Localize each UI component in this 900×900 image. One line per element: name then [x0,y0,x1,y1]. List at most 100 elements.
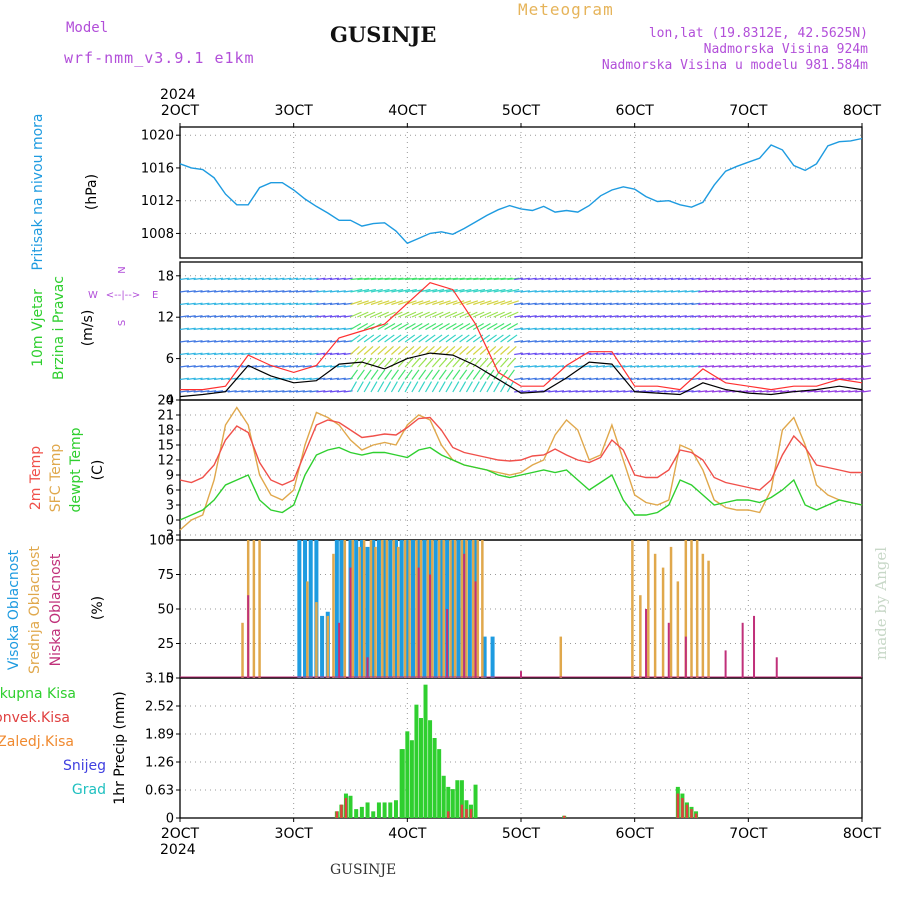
wind-barb [309,315,319,318]
cloud-bar [684,636,687,678]
precip-legend-1: Konvek.Kisa [0,710,70,726]
wind-barb [214,290,224,293]
wind-barb [711,290,721,293]
cloud-bar [308,540,313,678]
wind-barb [725,315,735,318]
wind-barb [684,290,694,293]
wind-barb [486,322,498,331]
wind-barb [650,277,660,281]
wind-barb [254,277,265,281]
wind-barb [630,302,640,306]
cloud-bar [366,657,369,678]
wind-barb [214,302,224,306]
cloud-bar [647,540,650,678]
x-tick-label-bottom: 4OCT [388,826,427,842]
wind-barb [739,290,749,293]
wind-barb [759,352,769,356]
wind-barb [827,277,837,281]
wind-barb [698,352,708,356]
wind-barb [336,352,346,356]
wind-barb [555,302,565,306]
wind-barb [752,290,762,293]
precip-bar [388,802,393,818]
wind-barb [555,315,565,318]
y-tick-label: 1012 [141,194,174,209]
wind-barb [207,377,217,381]
wind-barb [248,340,258,343]
cloud-bar [639,595,642,678]
wind-barb [479,334,491,343]
wind-barb [370,311,383,318]
cloud-bar [258,540,261,678]
wind-barb [220,340,230,343]
cloud-bar [326,615,330,678]
wind-barb [827,315,837,318]
wind-barb [289,352,299,356]
wind-barb [500,322,512,331]
wind-barb [323,340,333,343]
wind-barb [268,340,278,343]
precip-legend-3: Snijeg [63,758,106,774]
wind-barb [438,334,450,343]
wind-barb [432,277,445,281]
wind-barb [793,365,803,368]
wind-barb [568,277,578,281]
wind-barb [316,365,326,368]
meteogram-title: Meteogram [518,0,614,19]
wind-barb [391,277,404,281]
wind-barb [316,315,326,318]
wind-barb [541,302,551,306]
cloud-bar [349,567,352,678]
wind-barb [268,302,278,306]
wind-barb [282,390,292,393]
wind-barb [418,277,431,281]
wind-barb [691,290,701,293]
panel-3 [176,539,863,679]
wind-barb [711,352,721,356]
wind-barb [445,288,458,293]
wind-barb [302,377,312,381]
wind-barb [248,315,258,318]
wind-barb [493,288,506,293]
wind-barb [418,334,429,343]
wind-barb [725,365,735,368]
wind-barb [575,302,585,306]
cloud-bar [474,581,477,678]
wind-barb [732,340,742,343]
wind-barb [520,340,530,343]
wind-barb [336,377,346,381]
cloud-bar [467,540,472,678]
wind-barb [193,377,203,381]
wind-barb [465,369,474,380]
cloud-bar [315,602,318,678]
wind-barb [302,302,312,306]
wind-barb [445,334,457,343]
wind-dir-s: S [117,320,128,326]
wind-barb [214,390,224,393]
wind-barb [561,352,571,356]
wind-barb [732,290,742,293]
wind-barb [541,377,551,381]
precip-bar [423,684,428,818]
wind-barb [711,327,721,331]
wind-barb [445,277,458,281]
wind-barb [800,340,810,343]
wind-barb [459,288,472,293]
wind-barb [316,290,326,293]
wind-barb [452,369,461,380]
wind-barb [520,315,530,318]
wind-barb [745,340,756,343]
wind-barb [520,290,530,293]
wind-barb [527,302,537,306]
wind-barb [241,290,251,293]
y-tick-label: 50 [157,603,174,618]
wind-barb [786,302,796,306]
wind-barb [670,290,681,293]
wind-barb [793,340,803,343]
wind-barb [548,327,558,331]
precip-bar [459,780,464,818]
wind-barb [432,300,444,306]
wind-barb [820,365,831,368]
cloud-bar [306,581,309,678]
wind-barb [841,302,851,306]
